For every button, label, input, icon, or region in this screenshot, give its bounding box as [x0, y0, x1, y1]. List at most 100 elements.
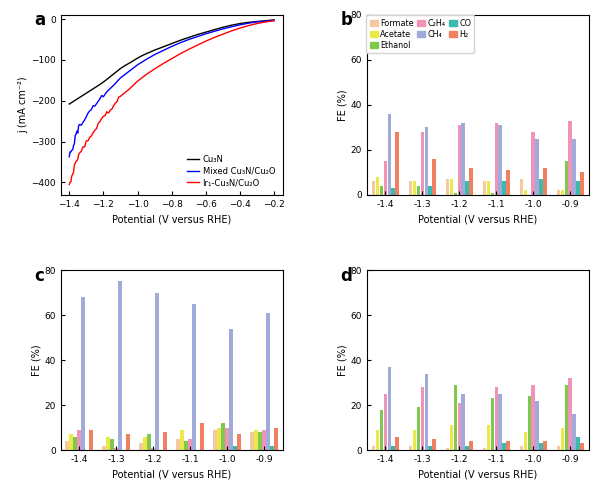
Legend: Formate, Acetate, Ethanol, C₂H₄, CH₄, CO, H₂: Formate, Acetate, Ethanol, C₂H₄, CH₄, CO… [367, 16, 475, 53]
Bar [503, 182, 506, 195]
Bar [506, 441, 510, 450]
Bar [466, 182, 469, 195]
Mixed Cu₃N/Cu₂O [125, 68, 132, 74]
Bar [469, 168, 473, 195]
Bar [409, 182, 412, 195]
Bar [446, 179, 449, 195]
Bar [371, 446, 375, 450]
Bar [217, 428, 221, 450]
Bar [143, 436, 147, 450]
Cu₃N [101, 78, 109, 84]
Mixed Cu₃N/Cu₂O [68, 147, 75, 153]
Cu₃N [122, 62, 129, 68]
Bar [229, 328, 233, 450]
Bar [395, 436, 399, 450]
Bar [180, 430, 184, 450]
Bar [532, 132, 535, 195]
Bar [188, 439, 192, 450]
Mixed Cu₃N/Cu₂O [74, 130, 81, 136]
Bar [81, 297, 85, 450]
Bar [495, 387, 498, 450]
Mixed Cu₃N/Cu₂O [107, 86, 114, 91]
Line: Ir₁-Cu₃N/Cu₂O: Ir₁-Cu₃N/Cu₂O [69, 20, 274, 184]
Bar [520, 179, 523, 195]
Mixed Cu₃N/Cu₂O [103, 89, 110, 95]
Cu₃N [270, 17, 277, 23]
Bar [421, 132, 424, 195]
Bar [225, 428, 229, 450]
Bar [535, 400, 539, 450]
Bar [524, 432, 527, 450]
Mixed Cu₃N/Cu₂O [66, 154, 73, 160]
Mixed Cu₃N/Cu₂O [76, 122, 83, 128]
Cu₃N [76, 94, 83, 100]
Cu₃N [194, 32, 201, 38]
Mixed Cu₃N/Cu₂O [117, 75, 124, 81]
Bar [560, 428, 564, 450]
Bar [557, 446, 560, 450]
Bar [543, 168, 547, 195]
Bar [395, 132, 399, 195]
Bar [222, 423, 225, 450]
Mixed Cu₃N/Cu₂O [100, 94, 107, 100]
Bar [527, 396, 531, 450]
Mixed Cu₃N/Cu₂O [168, 44, 175, 50]
Cu₃N [137, 54, 144, 60]
Bar [416, 186, 420, 195]
Bar [453, 192, 457, 195]
Legend: Cu₃N, Mixed Cu₃N/Cu₂O, Ir₁-Cu₃N/Cu₂O: Cu₃N, Mixed Cu₃N/Cu₂O, Ir₁-Cu₃N/Cu₂O [183, 152, 279, 190]
Mixed Cu₃N/Cu₂O [110, 82, 117, 88]
Bar [392, 188, 395, 195]
Mixed Cu₃N/Cu₂O [89, 102, 97, 108]
Bar [250, 432, 254, 450]
Cu₃N [66, 101, 73, 107]
Mixed Cu₃N/Cu₂O [66, 149, 73, 155]
Text: c: c [34, 266, 44, 284]
Mixed Cu₃N/Cu₂O [236, 22, 243, 28]
Line: Cu₃N: Cu₃N [69, 20, 274, 104]
Bar [461, 394, 465, 450]
Mixed Cu₃N/Cu₂O [202, 31, 209, 37]
Bar [151, 448, 155, 450]
Mixed Cu₃N/Cu₂O [81, 117, 88, 123]
Cu₃N [228, 22, 235, 28]
Bar [140, 444, 143, 450]
Bar [540, 444, 543, 450]
Bar [421, 387, 424, 450]
Bar [103, 446, 106, 450]
Bar [379, 186, 383, 195]
Bar [185, 441, 188, 450]
Bar [487, 182, 490, 195]
Bar [376, 177, 379, 195]
Line: Mixed Cu₃N/Cu₂O: Mixed Cu₃N/Cu₂O [69, 20, 274, 157]
Ir₁-Cu₃N/Cu₂O [219, 31, 226, 37]
Bar [458, 403, 461, 450]
Bar [429, 446, 432, 450]
Bar [413, 182, 416, 195]
Mixed Cu₃N/Cu₂O [67, 149, 75, 155]
Ir₁-Cu₃N/Cu₂O [78, 148, 85, 154]
Mixed Cu₃N/Cu₂O [72, 132, 79, 138]
Bar [266, 313, 270, 450]
Text: d: d [341, 266, 352, 284]
X-axis label: Potential (V versus RHE): Potential (V versus RHE) [112, 470, 231, 480]
Bar [110, 439, 114, 450]
Cu₃N [132, 56, 140, 62]
Bar [461, 123, 465, 195]
Bar [371, 182, 375, 195]
Bar [69, 434, 73, 450]
Cu₃N [143, 51, 150, 57]
Ir₁-Cu₃N/Cu₂O [74, 156, 81, 162]
Bar [580, 172, 584, 195]
Bar [466, 446, 469, 450]
Mixed Cu₃N/Cu₂O [262, 18, 269, 24]
Bar [416, 408, 420, 450]
Bar [572, 138, 576, 195]
Mixed Cu₃N/Cu₂O [228, 24, 235, 30]
Cu₃N [185, 34, 192, 40]
Bar [490, 192, 494, 195]
Mixed Cu₃N/Cu₂O [86, 108, 93, 114]
Bar [453, 385, 457, 450]
Bar [469, 441, 473, 450]
Mixed Cu₃N/Cu₂O [69, 147, 76, 153]
